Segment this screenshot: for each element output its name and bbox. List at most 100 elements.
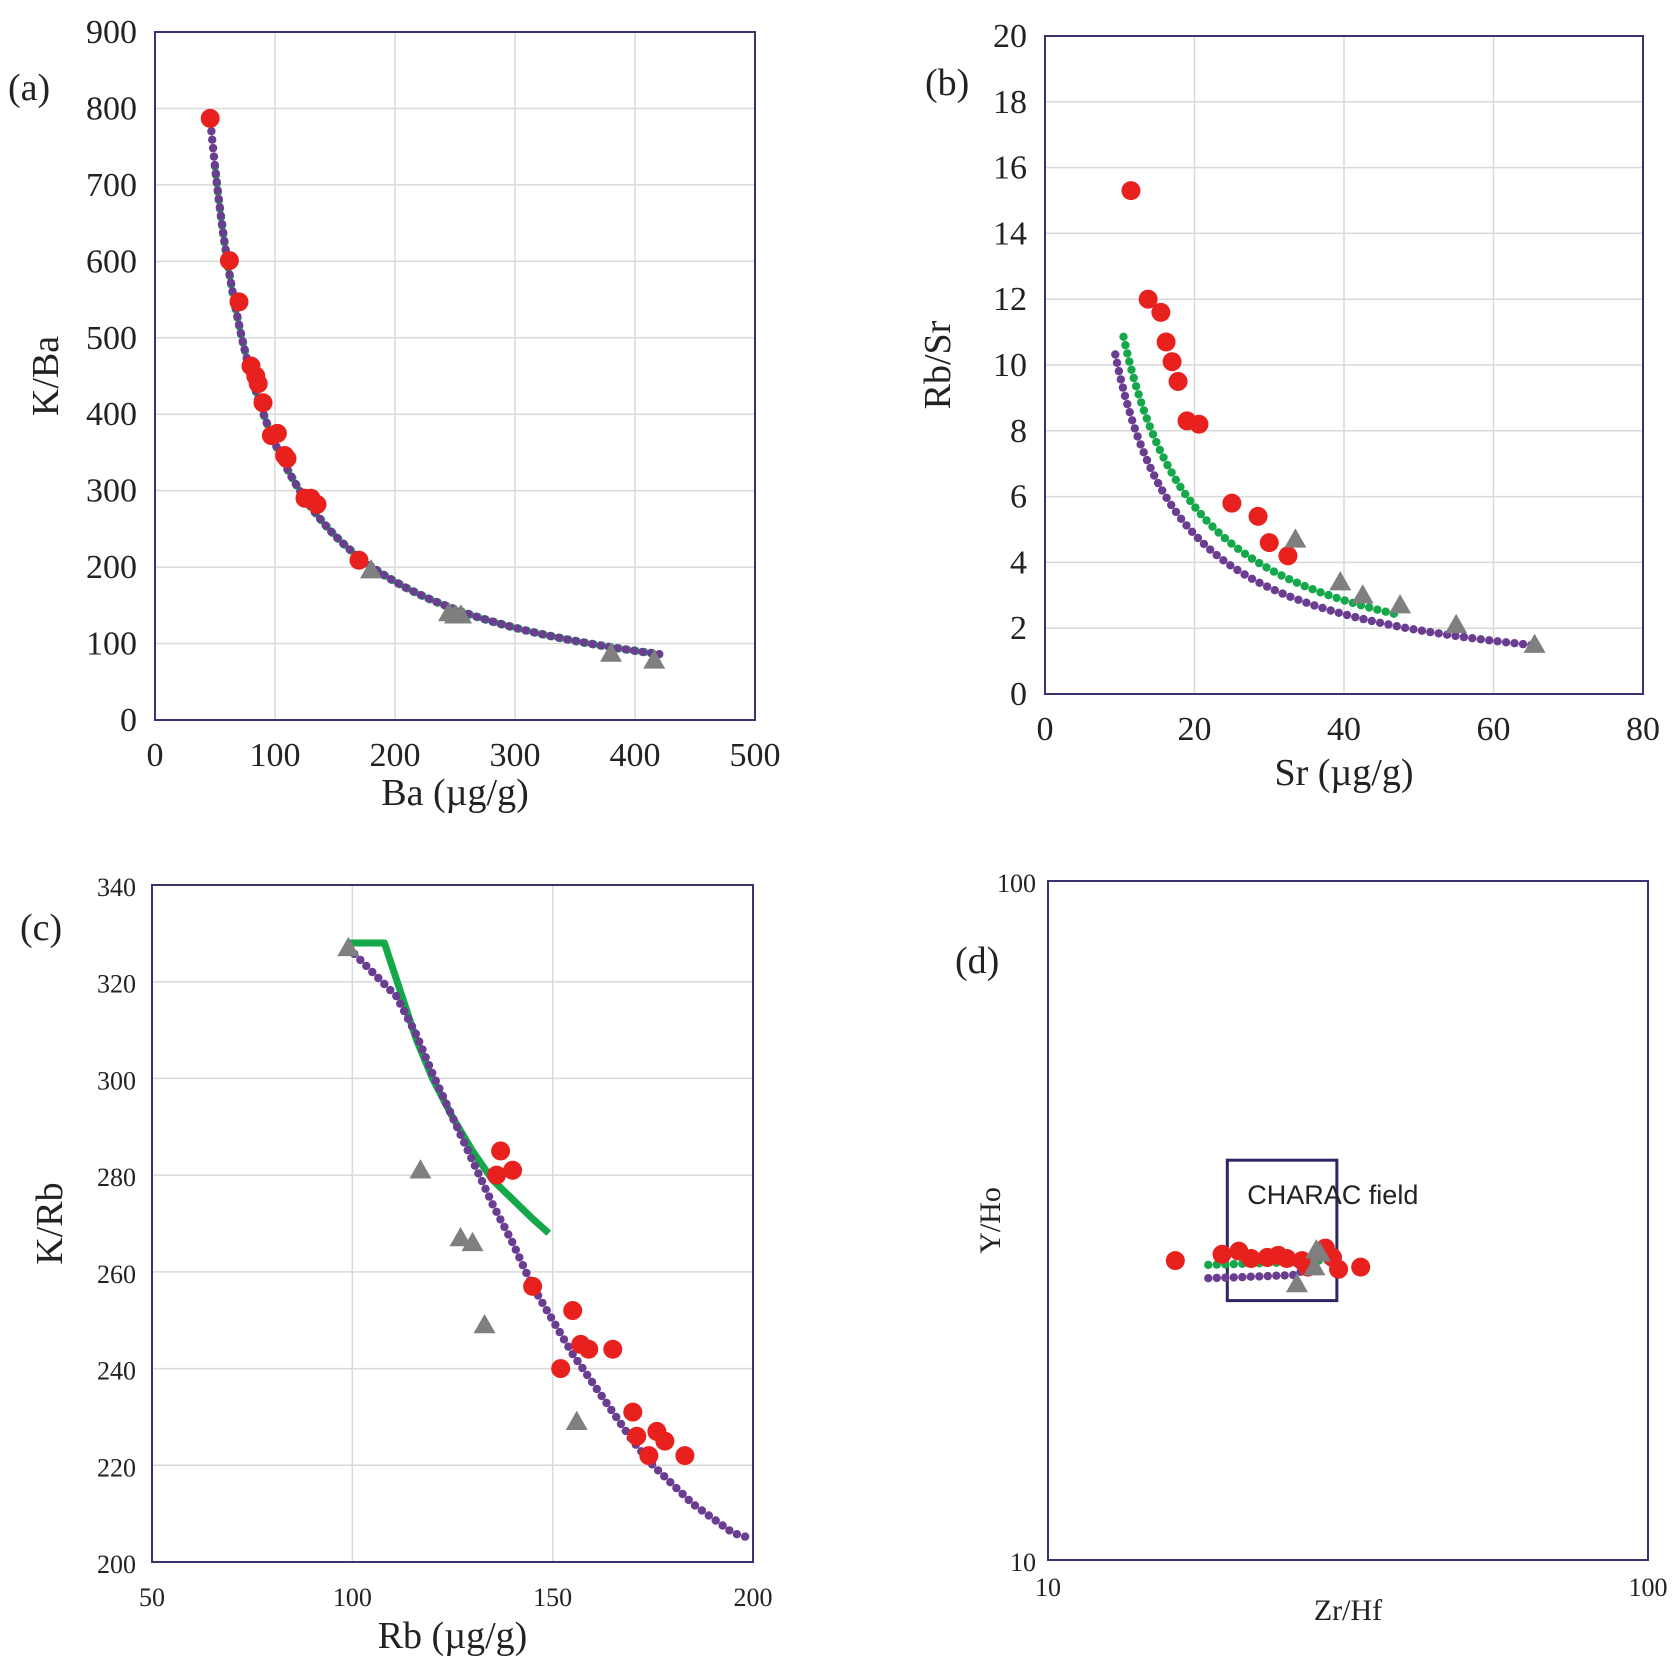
model-dot <box>1233 565 1242 575</box>
data-point <box>229 292 249 312</box>
model-dot <box>463 1146 472 1155</box>
model-dot <box>394 579 403 588</box>
model-dot <box>1417 626 1427 635</box>
model-dot <box>725 1526 734 1535</box>
model-dot <box>504 1230 513 1239</box>
y-tick-label: 300 <box>97 1066 136 1095</box>
model-dot <box>508 1237 517 1247</box>
model-dot <box>477 1176 487 1186</box>
data-point <box>491 1141 511 1161</box>
plot-frame <box>154 31 756 721</box>
model-dot <box>1176 514 1186 523</box>
data-point <box>675 1446 695 1466</box>
y-tick-label: 2 <box>1010 610 1027 647</box>
model-dot <box>678 1489 687 1499</box>
model-dot <box>1193 533 1203 543</box>
model-dot <box>1196 509 1206 519</box>
model-dot <box>616 1419 626 1429</box>
data-point <box>277 449 297 469</box>
x-tick-label: 20 <box>1178 711 1212 748</box>
model-dot <box>1278 589 1287 598</box>
x-tick-label: 200 <box>734 1583 773 1612</box>
data-point <box>600 642 622 662</box>
charac-field-box <box>1225 1158 1339 1303</box>
model-dot <box>386 575 396 584</box>
series-green-model <box>1119 332 1399 618</box>
plot-frame <box>151 884 754 1563</box>
model-dot <box>515 1253 524 1262</box>
y-tick-label: 10 <box>1010 1548 1036 1577</box>
y-tick-label: 260 <box>97 1260 136 1289</box>
model-dot <box>1167 468 1176 477</box>
model-dot <box>220 236 229 246</box>
model-dot <box>1204 1260 1213 1270</box>
data-point <box>1303 1256 1326 1276</box>
data-point <box>627 1426 647 1446</box>
data-point <box>253 393 273 413</box>
y-tick-label: 400 <box>86 396 137 433</box>
x-tick-label: 0 <box>147 737 164 774</box>
model-dot <box>1451 631 1460 641</box>
x-tick-label: 500 <box>730 737 781 774</box>
series-gray-triangles <box>337 936 588 1431</box>
model-dot <box>1204 1274 1213 1283</box>
data-point <box>551 1359 571 1379</box>
data-point <box>1329 1259 1349 1279</box>
x-tick-label: 50 <box>139 1583 165 1612</box>
model-dot <box>583 1370 592 1380</box>
model-dot <box>416 590 426 600</box>
x-axis-label: Sr (µg/g) <box>1274 752 1413 794</box>
model-dot <box>218 228 228 237</box>
model-dot <box>1116 375 1126 384</box>
y-tick-label: 12 <box>993 281 1027 318</box>
model-dot <box>435 1084 444 1093</box>
model-dot <box>217 219 227 229</box>
model-dot <box>587 639 597 649</box>
model-dot <box>511 1245 520 1254</box>
model-dot <box>1114 366 1124 376</box>
model-dot <box>564 1342 573 1351</box>
model-dot <box>1262 582 1272 591</box>
series-gray-triangles <box>1285 1239 1331 1293</box>
model-dot <box>1206 545 1215 554</box>
data-point <box>337 936 360 957</box>
data-point <box>643 649 666 669</box>
model-dot <box>1134 390 1143 399</box>
model-dot <box>1221 1273 1230 1282</box>
model-dot <box>1262 563 1271 572</box>
model-dot <box>339 539 348 548</box>
y-tick-label: 14 <box>993 215 1027 252</box>
panel-label: (a) <box>8 67 50 109</box>
y-tick-label: 100 <box>997 869 1036 898</box>
model-dot <box>1300 581 1309 591</box>
x-tick-label: 60 <box>1477 711 1511 748</box>
y-axis-label: Y/Ho <box>974 1187 1007 1254</box>
model-dot <box>1375 618 1385 627</box>
model-dot <box>629 646 639 655</box>
model-dot <box>1365 603 1374 612</box>
model-dot <box>1277 571 1286 580</box>
data-point <box>1248 506 1268 526</box>
model-dot <box>602 1398 611 1408</box>
model-dot <box>1286 592 1295 601</box>
model-dot <box>1302 598 1311 607</box>
model-dot <box>226 278 236 288</box>
model-dot <box>1118 383 1128 392</box>
model-dot <box>1269 567 1279 576</box>
model-dot <box>1212 550 1221 560</box>
model-dot <box>496 1215 505 1224</box>
model-dot <box>500 1222 509 1232</box>
model-dot <box>1233 544 1243 553</box>
model-dot <box>1294 595 1303 604</box>
data-point <box>623 1402 643 1422</box>
panel-label: (c) <box>20 907 62 949</box>
y-tick-label: 20 <box>993 18 1027 55</box>
data-point <box>219 251 239 271</box>
model-line <box>348 939 552 1236</box>
model-dot <box>1367 616 1377 626</box>
model-dot <box>492 1207 501 1217</box>
model-dot <box>460 1138 469 1147</box>
model-dot <box>386 985 395 995</box>
model-dot <box>578 1363 587 1373</box>
data-point <box>1329 571 1352 591</box>
